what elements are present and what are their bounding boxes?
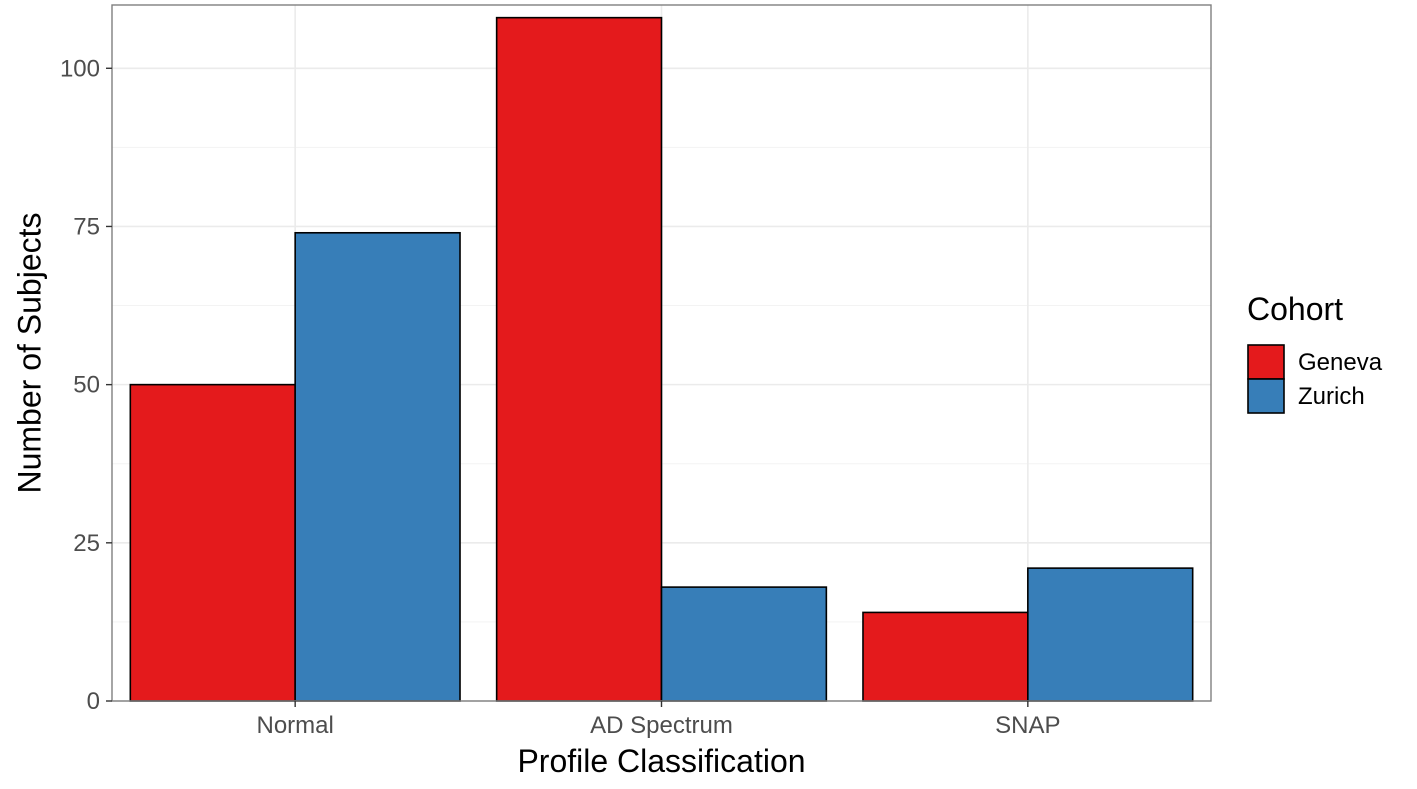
legend-title: Cohort	[1247, 291, 1343, 327]
y-tick-label: 100	[60, 55, 100, 82]
bars-layer	[129, 16, 1194, 702]
legend: Cohort Geneva Zurich	[1247, 291, 1383, 414]
legend-label-zurich: Zurich	[1298, 383, 1365, 410]
y-tick-label: 0	[87, 688, 100, 715]
x-axis: Normal AD Spectrum SNAP	[256, 701, 1061, 739]
legend-label-geneva: Geneva	[1298, 349, 1383, 376]
y-tick-label: 25	[73, 530, 100, 557]
bar-zurich-ad-spectrum	[660, 586, 828, 702]
y-tick-label: 50	[73, 372, 100, 399]
bar-zurich-snap	[1027, 567, 1194, 702]
y-axis-title: Number of Subjects	[11, 212, 47, 493]
bar-geneva-ad-spectrum	[495, 16, 663, 702]
x-tick-label: Normal	[256, 712, 333, 739]
y-tick-label: 75	[73, 213, 100, 240]
x-tick-label: AD Spectrum	[590, 712, 733, 739]
x-tick-label: SNAP	[995, 712, 1060, 739]
x-axis-title: Profile Classification	[517, 743, 805, 779]
bar-zurich-normal	[294, 231, 461, 702]
legend-items: Geneva Zurich	[1247, 344, 1383, 414]
legend-key-zurich	[1247, 378, 1285, 414]
y-axis: 0 25 50 75 100	[60, 55, 112, 715]
bar-geneva-normal	[129, 383, 296, 702]
bar-geneva-snap	[862, 611, 1029, 702]
legend-key-geneva	[1247, 344, 1285, 380]
